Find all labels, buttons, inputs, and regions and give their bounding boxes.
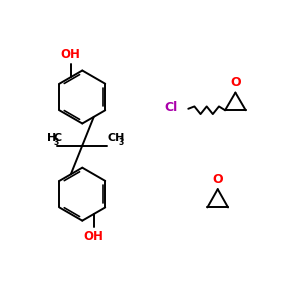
- Text: O: O: [212, 172, 223, 186]
- Text: Cl: Cl: [165, 101, 178, 114]
- Text: H: H: [46, 133, 56, 143]
- Text: O: O: [230, 76, 241, 89]
- Text: CH: CH: [107, 133, 125, 143]
- Text: OH: OH: [84, 230, 104, 243]
- Text: 3: 3: [53, 138, 59, 147]
- Text: OH: OH: [61, 48, 81, 61]
- Text: 3: 3: [118, 138, 124, 147]
- Text: C: C: [53, 133, 62, 143]
